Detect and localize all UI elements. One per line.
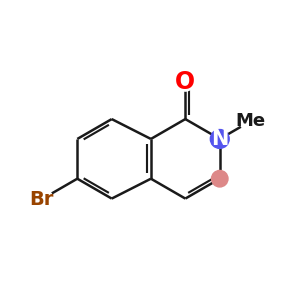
Circle shape: [30, 188, 53, 211]
Circle shape: [210, 130, 229, 148]
Text: Me: Me: [235, 112, 266, 130]
Text: Br: Br: [29, 190, 54, 209]
Circle shape: [176, 74, 194, 91]
Text: O: O: [175, 70, 195, 94]
Circle shape: [240, 111, 261, 132]
Circle shape: [212, 170, 228, 187]
Text: N: N: [211, 129, 228, 149]
